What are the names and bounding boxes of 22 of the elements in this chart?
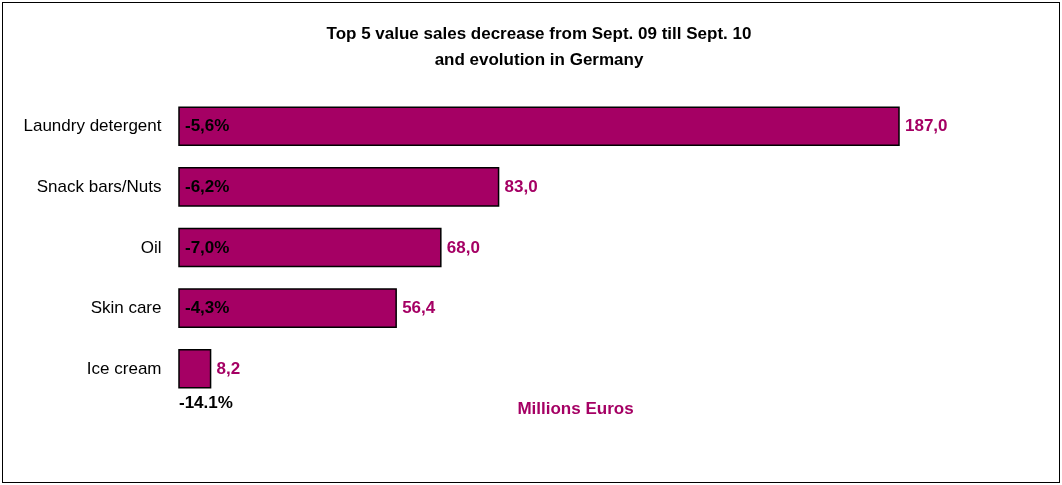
data-label: 8,2 <box>216 358 241 378</box>
data-label: 56,4 <box>402 298 436 318</box>
bar <box>178 167 500 207</box>
y-tick-label: Ice cream <box>86 358 162 378</box>
bar <box>178 288 397 328</box>
data-label: 83,0 <box>504 176 538 196</box>
annotation: -5,6% <box>185 116 230 136</box>
y-tick-label: Skin care <box>90 298 162 318</box>
data-label: 68,0 <box>446 237 480 257</box>
y-tick-label: Laundry detergent <box>23 116 162 136</box>
bar <box>178 106 900 147</box>
chart-title: Top 5 value sales decrease from Sept. 09 till Sept. 10 and evolution in Germany <box>326 24 752 69</box>
x-axis-title: Millions Euros <box>517 398 634 418</box>
bar <box>178 348 212 389</box>
data-label: 187,0 <box>905 116 948 136</box>
annotation: -6,2% <box>185 176 230 196</box>
bar <box>178 227 442 268</box>
y-tick-label: Snack bars/Nuts <box>36 176 162 196</box>
annotation: -4,3% <box>185 298 230 318</box>
annotation: -14.1% <box>179 392 233 412</box>
y-tick-label: Oil <box>140 237 162 257</box>
annotation: -7,0% <box>185 237 230 257</box>
